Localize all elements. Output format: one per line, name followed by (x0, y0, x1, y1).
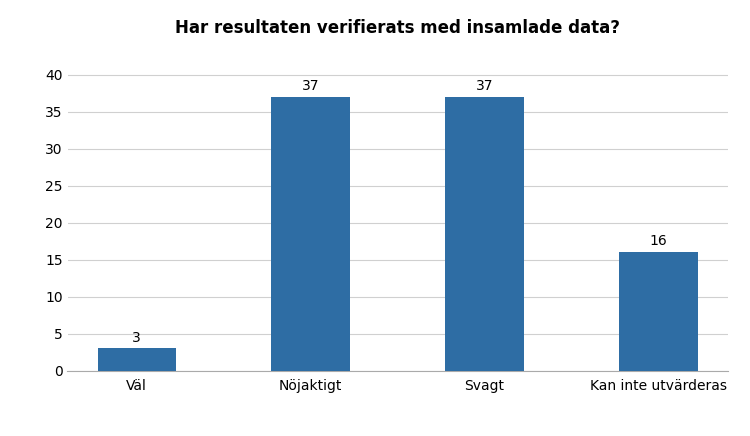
Text: 37: 37 (476, 79, 494, 93)
Bar (620, 252, 698, 371)
Text: 16: 16 (650, 235, 668, 249)
Bar (446, 97, 524, 371)
Text: 37: 37 (302, 79, 320, 93)
Title: Har resultaten verifierats med insamlade data?: Har resultaten verifierats med insamlade… (175, 19, 620, 37)
Bar (98, 348, 176, 371)
Bar (272, 97, 350, 371)
Text: 3: 3 (132, 330, 141, 345)
